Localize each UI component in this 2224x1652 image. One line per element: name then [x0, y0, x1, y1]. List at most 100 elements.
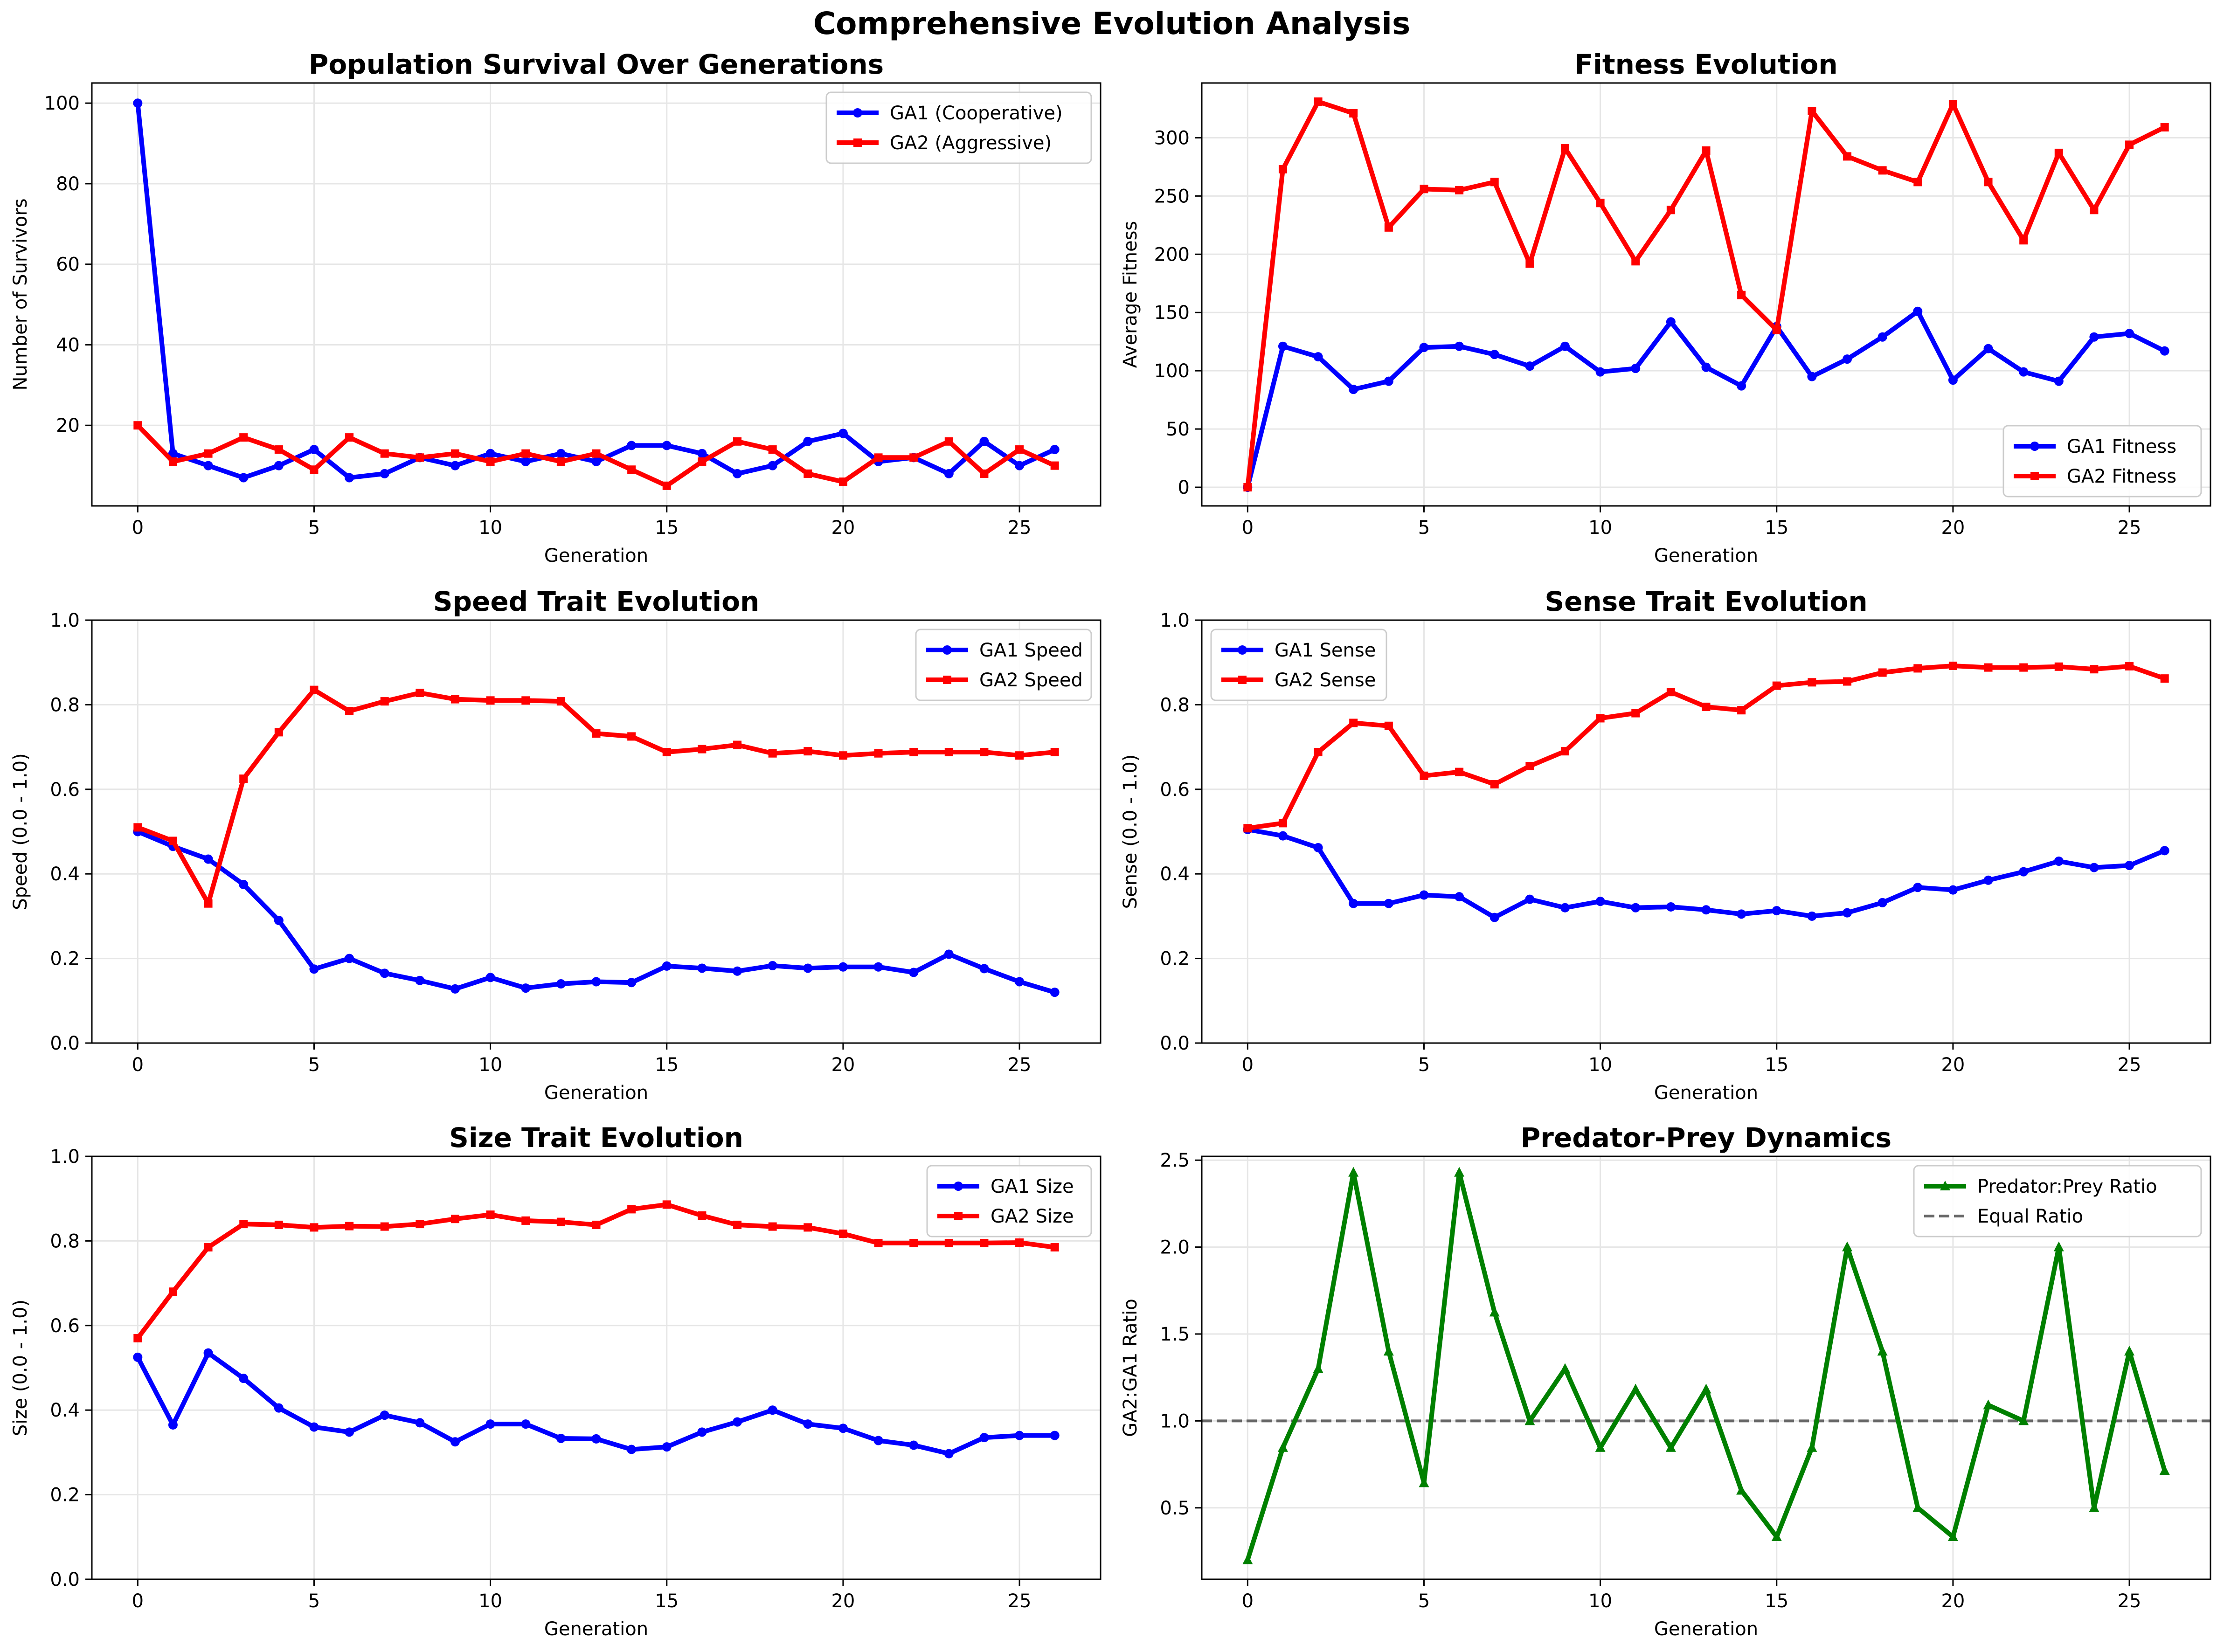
legend-marker [853, 138, 862, 147]
data-point [2124, 1346, 2135, 1356]
data-point [345, 473, 354, 483]
y-tick-label: 0.4 [50, 864, 80, 885]
chart-title: Population Survival Over Generations [309, 48, 884, 80]
data-point [944, 747, 953, 756]
data-point [380, 968, 389, 978]
data-point [1878, 166, 1887, 175]
data-point [450, 461, 460, 470]
axes-frame [1201, 619, 2211, 1044]
y-tick-label: 100 [44, 93, 80, 114]
data-point [591, 977, 601, 987]
data-point [1050, 988, 1060, 997]
data-point [1349, 109, 1358, 118]
x-tick-label: 10 [478, 1054, 502, 1076]
data-point [1984, 663, 1993, 672]
data-point [803, 1419, 813, 1429]
data-point [1701, 905, 1711, 915]
x-tick-label: 15 [1765, 1590, 1788, 1612]
y-tick-label: 0.8 [50, 1230, 80, 1252]
data-point [2160, 846, 2169, 856]
data-point [1489, 1306, 1500, 1317]
legend-label: GA1 Speed [979, 640, 1083, 661]
data-point [274, 1403, 284, 1413]
data-point [1278, 831, 1288, 841]
data-point [556, 449, 566, 458]
legend-label: GA1 (Cooperative) [890, 103, 1063, 124]
data-point [1843, 354, 1852, 364]
legend-label: GA2 (Aggressive) [890, 132, 1052, 154]
y-tick-label: 0.0 [50, 1033, 80, 1054]
data-point [627, 1445, 637, 1454]
legend: GA1 Sense GA2 Sense [1210, 629, 1387, 701]
axes-frame [1201, 82, 2211, 507]
y-tick-label: 0.4 [1160, 864, 1190, 885]
x-tick-label: 25 [2118, 1590, 2141, 1612]
data-point [1015, 977, 1025, 987]
data-point [662, 747, 671, 756]
data-point [133, 823, 142, 832]
data-point [239, 1220, 248, 1229]
data-point [627, 465, 636, 474]
data-point [1631, 709, 1640, 718]
legend-box [1913, 1165, 2202, 1237]
data-point [1737, 909, 1746, 919]
legend-marker [942, 645, 952, 655]
data-point [168, 1420, 178, 1430]
axes-frame [91, 619, 1102, 1044]
data-point [1277, 1442, 1288, 1452]
data-point [1560, 747, 1569, 756]
data-point [556, 1217, 565, 1226]
y-tick-label: 0.6 [1160, 779, 1190, 801]
data-point [450, 1437, 460, 1447]
data-point [1737, 381, 1746, 391]
y-tick-label: 1.0 [50, 610, 80, 631]
data-point [1524, 1415, 1535, 1425]
data-point [2160, 123, 2169, 131]
data-point [838, 751, 847, 760]
data-point [1050, 1243, 1059, 1252]
x-tick-label: 20 [1941, 1590, 1965, 1612]
data-point [521, 983, 531, 993]
data-point [1701, 362, 1711, 372]
data-point [2054, 662, 2063, 671]
y-tick-label: 0.6 [50, 779, 80, 801]
data-point [204, 449, 213, 458]
y-tick-label: 0 [1178, 477, 1190, 498]
data-point [873, 962, 883, 972]
data-point [1490, 780, 1499, 788]
data-point [380, 697, 389, 706]
data-point [556, 697, 565, 706]
x-tick-label: 10 [1588, 517, 1612, 539]
data-point [733, 966, 742, 976]
data-point [1313, 1363, 1323, 1373]
data-point [944, 949, 954, 959]
data-point [486, 1210, 495, 1219]
chart-panel-sense: 0 5 10 15 20 25 0.0 0.2 0.4 0.6 0.8 1.0 Sense Trait … [1120, 586, 2211, 1104]
data-point [592, 729, 601, 738]
data-point [309, 1422, 319, 1432]
legend-box [825, 91, 1092, 164]
x-tick-label: 15 [1765, 1054, 1788, 1076]
data-point [450, 449, 459, 458]
data-point [485, 1419, 495, 1429]
x-tick-label: 0 [132, 1054, 144, 1076]
data-point [979, 964, 989, 974]
data-point [768, 1222, 777, 1231]
data-point [133, 98, 143, 108]
data-point [1419, 343, 1429, 353]
data-point [1702, 146, 1711, 155]
data-point [486, 457, 495, 466]
data-point [1349, 385, 1358, 394]
y-tick-label: 20 [56, 415, 80, 436]
data-point [697, 449, 707, 458]
data-point [1420, 771, 1428, 780]
data-point [1384, 376, 1393, 386]
legend-marker [2030, 472, 2039, 480]
data-point [450, 1215, 459, 1223]
data-point [1243, 824, 1252, 833]
data-point [592, 1220, 601, 1229]
chart-title: Speed Trait Evolution [433, 586, 760, 617]
y-tick-label: 50 [1166, 419, 1190, 440]
data-point [838, 1424, 848, 1433]
